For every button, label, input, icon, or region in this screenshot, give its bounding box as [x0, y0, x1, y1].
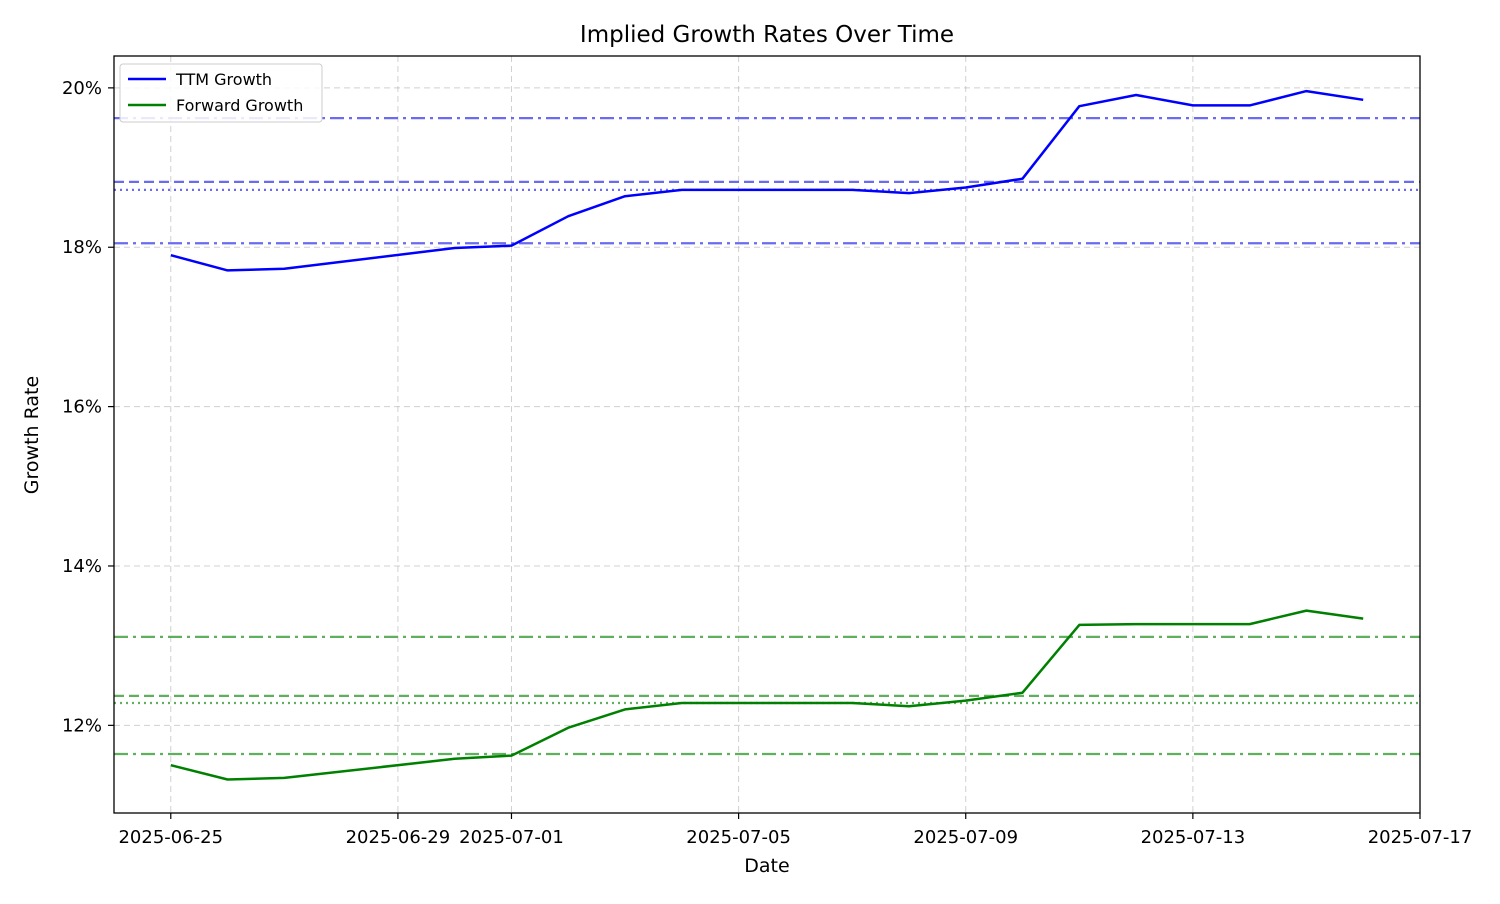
x-tick-label: 2025-07-17 [1368, 827, 1473, 848]
ttm-growth-line [170, 89, 1364, 272]
y-tick-label: 14% [62, 556, 102, 577]
x-tick-label: 2025-07-13 [1141, 827, 1246, 848]
x-tick-label: 2025-06-29 [346, 827, 451, 848]
reference-lines [114, 117, 1420, 756]
x-axis-ticks: 2025-06-25 2025-06-29 2025-07-01 2025-07-05… [118, 813, 1472, 848]
y-tick-label: 20% [62, 78, 102, 99]
y-tick-label: 16% [62, 397, 102, 418]
grid-layer [114, 56, 1421, 813]
x-tick-label: 2025-06-25 [118, 827, 223, 848]
x-tick-label: 2025-07-05 [686, 827, 791, 848]
y-axis-label: Growth Rate [21, 376, 43, 494]
x-axis-label: Date [744, 855, 789, 877]
plot-frame [113, 55, 1421, 814]
x-tick-label: 2025-07-01 [459, 827, 564, 848]
legend-label-forward-growth: Forward Growth [176, 96, 303, 115]
chart-title: Implied Growth Rates Over Time [580, 22, 954, 48]
x-tick-label: 2025-07-09 [913, 827, 1018, 848]
y-tick-label: 18% [62, 237, 102, 258]
forward-growth-line [170, 609, 1364, 781]
legend-frame [119, 63, 323, 123]
y-axis-ticks: 12% 14% 16% 18% 20% [62, 78, 114, 736]
series-layer [170, 89, 1364, 781]
legend: TTM Growth Forward Growth [119, 63, 323, 123]
y-tick-label: 12% [62, 715, 102, 736]
legend-label-ttm-growth: TTM Growth [175, 70, 272, 89]
